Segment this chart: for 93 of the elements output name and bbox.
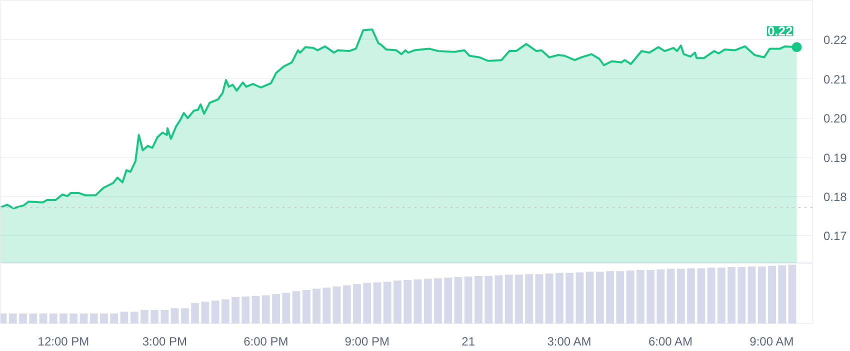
bar — [778, 265, 786, 324]
bar — [272, 294, 280, 324]
bar — [353, 284, 361, 324]
bar — [768, 266, 776, 324]
bar — [434, 278, 442, 324]
bar — [150, 310, 159, 324]
y-tick-label: 0.19 — [824, 150, 848, 165]
bar — [454, 277, 462, 324]
bar — [788, 264, 796, 324]
x-tick-label: 9:00 AM — [750, 334, 794, 348]
bar — [545, 274, 554, 324]
bar — [180, 308, 189, 324]
bar — [191, 302, 200, 324]
bar — [656, 269, 665, 324]
bar — [80, 314, 88, 324]
bar — [484, 276, 493, 324]
bar — [616, 271, 624, 324]
bar — [332, 286, 341, 324]
bar — [666, 268, 675, 324]
bar — [697, 268, 706, 324]
bar — [29, 314, 38, 324]
bar — [120, 312, 128, 324]
bar — [707, 268, 716, 324]
bar — [221, 299, 230, 324]
bar — [262, 295, 270, 324]
bar — [494, 275, 503, 324]
x-tick-label: 21 — [462, 334, 476, 348]
x-tick-label: 9:00 PM — [344, 334, 390, 348]
bar — [596, 272, 604, 324]
bar — [748, 266, 756, 324]
bar — [242, 296, 250, 324]
bar — [646, 270, 654, 324]
bar — [636, 270, 644, 324]
bar — [160, 310, 169, 324]
x-tick-label: 6:00 AM — [648, 334, 692, 348]
bar — [282, 292, 290, 324]
bar — [322, 288, 331, 324]
bar — [424, 278, 432, 324]
bar — [292, 291, 300, 324]
bar — [211, 300, 220, 324]
bar — [687, 268, 695, 324]
bar — [556, 272, 564, 324]
bar — [130, 312, 138, 324]
bar — [464, 276, 472, 324]
x-tick-label: 3:00 PM — [142, 334, 188, 348]
y-tick-label: 0.17 — [824, 229, 848, 244]
bar — [525, 274, 534, 324]
bar — [717, 268, 726, 324]
bar — [383, 282, 392, 324]
bar — [170, 308, 179, 324]
y-tick-label: 0.20 — [824, 112, 848, 126]
bar — [140, 310, 148, 324]
bar — [342, 285, 351, 324]
bar — [758, 266, 766, 324]
x-tick-label: 3:00 AM — [547, 334, 592, 348]
bar — [100, 314, 108, 324]
bar — [60, 314, 68, 324]
bar — [738, 267, 746, 324]
bar — [312, 288, 320, 324]
y-tick-label: 0.18 — [824, 190, 848, 204]
bar — [39, 314, 48, 324]
bar — [70, 314, 78, 324]
bar — [394, 280, 402, 324]
bar — [515, 274, 523, 324]
bar — [232, 297, 240, 324]
bar — [728, 267, 736, 324]
annotation: 0.22 — [767, 24, 793, 39]
bar — [252, 296, 260, 324]
x-tick-label: 12:00 PM — [38, 334, 90, 348]
bar — [201, 302, 210, 324]
y-tick-label: 0.22 — [824, 33, 848, 48]
bar — [363, 282, 372, 324]
bar — [414, 279, 422, 324]
bar — [566, 272, 574, 324]
bar — [404, 280, 412, 324]
bar — [576, 272, 584, 324]
x-tick-label: 6:00 PM — [244, 334, 288, 348]
bar — [586, 272, 594, 324]
bar — [535, 274, 544, 324]
bar — [110, 314, 118, 324]
bar — [504, 274, 513, 324]
bar — [606, 271, 614, 324]
bar — [19, 314, 27, 324]
bar — [373, 282, 382, 324]
bar — [8, 314, 17, 324]
bar — [444, 278, 452, 324]
bar — [626, 270, 634, 324]
bar — [302, 290, 310, 324]
bar — [49, 314, 58, 324]
bar — [90, 314, 98, 324]
y-tick-label: 0.21 — [824, 72, 848, 86]
bar — [474, 276, 482, 324]
bar — [676, 268, 685, 324]
